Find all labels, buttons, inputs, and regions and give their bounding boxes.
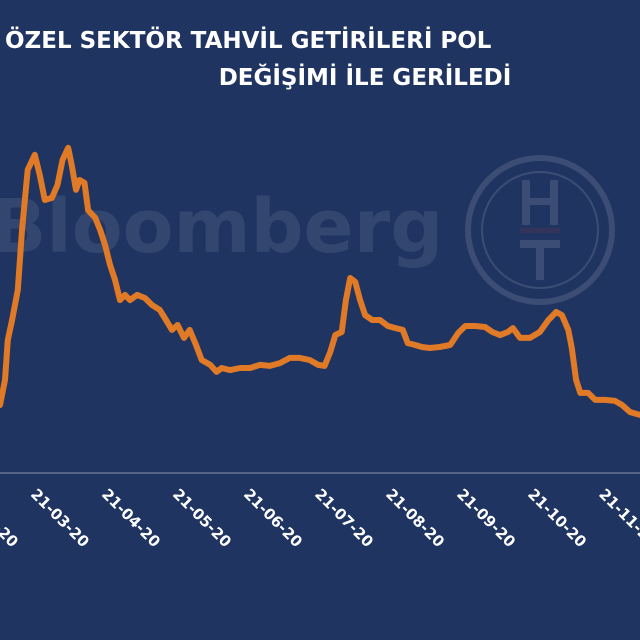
watermark: Bloomberg (0, 184, 443, 270)
chart-title: ÖZEL SEKTÖR TAHVİL GETİRİLERİ POL (5, 26, 492, 54)
data-line (0, 144, 640, 418)
chart-title: DEĞİŞİMİ İLE GERİLEDİ (219, 63, 512, 91)
logo (465, 155, 615, 305)
